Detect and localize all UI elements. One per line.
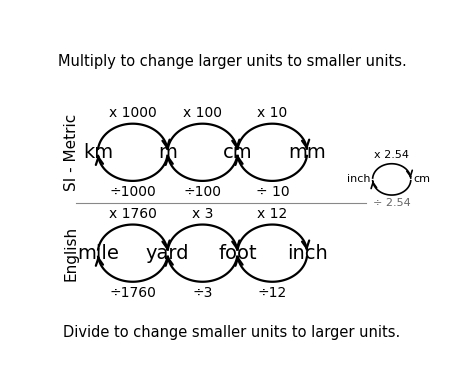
Text: x 100: x 100 [183,106,222,120]
Text: ÷1760: ÷1760 [109,286,156,300]
Text: SI - Metric: SI - Metric [64,114,79,191]
Text: English: English [64,226,79,281]
Text: ÷ 10: ÷ 10 [255,185,289,199]
Text: ÷100: ÷100 [183,185,221,199]
Text: inch: inch [346,174,370,185]
Text: x 3: x 3 [192,206,213,221]
Text: ÷1000: ÷1000 [109,185,156,199]
Text: x 10: x 10 [257,106,287,120]
Text: Divide to change smaller units to larger units.: Divide to change smaller units to larger… [64,325,401,341]
Text: km: km [83,143,113,162]
Text: ÷3: ÷3 [192,286,213,300]
Text: cm: cm [223,143,252,162]
Text: yard: yard [146,244,190,263]
Text: mm: mm [288,143,326,162]
Text: ÷ 2.54: ÷ 2.54 [373,198,410,208]
Text: m: m [158,143,177,162]
Text: x 12: x 12 [257,206,287,221]
Text: cm: cm [413,174,430,185]
Text: x 1760: x 1760 [109,206,157,221]
Text: x 2.54: x 2.54 [374,150,409,160]
Text: inch: inch [287,244,328,263]
Text: Multiply to change larger units to smaller units.: Multiply to change larger units to small… [57,54,406,70]
Text: foot: foot [218,244,257,263]
Text: x 1000: x 1000 [109,106,156,120]
Text: mile: mile [77,244,119,263]
Text: ÷12: ÷12 [258,286,287,300]
